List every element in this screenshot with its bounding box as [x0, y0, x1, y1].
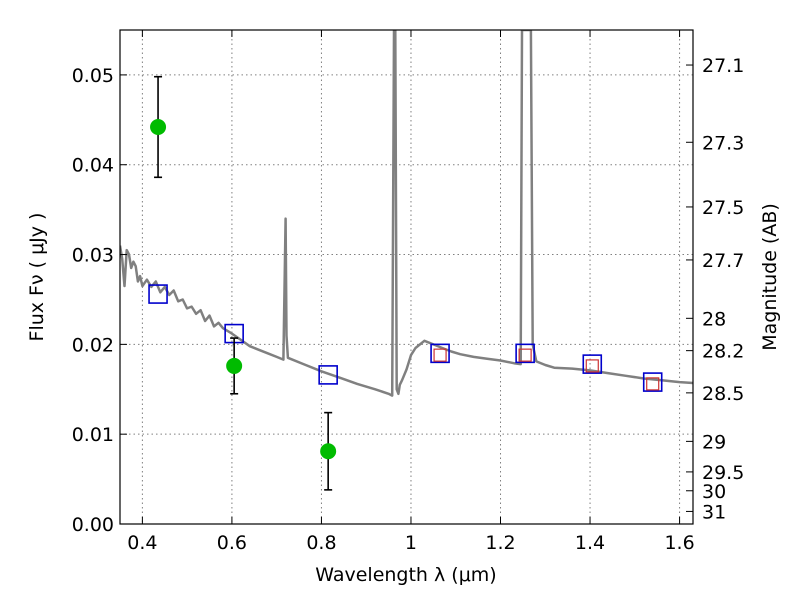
inner-photometry-point — [646, 377, 660, 391]
observed-flux-point — [150, 119, 167, 136]
x-tick-label: 0.4 — [127, 532, 157, 554]
y-tick-label: 0.00 — [72, 514, 114, 536]
x-tick-label: 1.6 — [664, 532, 694, 554]
tick-layer: 0.4 0.6 0.8 1 1.2 1.4 1.6 0.00 0.01 0.02 0.03 0.04 0… — [72, 30, 744, 554]
right-tick-label: 29 — [702, 431, 726, 453]
y-tick-label: 0.04 — [72, 155, 114, 177]
plot-frame — [119, 29, 694, 525]
model-photometry-point — [148, 284, 168, 304]
right-tick-label: 27.5 — [702, 197, 744, 219]
x-axis-label: Wavelength λ (μm) — [315, 564, 496, 586]
inner-photometry-point — [433, 348, 447, 362]
right-axis-label: Magnitude (AB) — [759, 203, 781, 351]
grid-layer — [120, 30, 693, 525]
x-tick-label: 1.2 — [485, 532, 515, 554]
right-tick-label: 27.1 — [702, 55, 744, 77]
y-tick-label: 0.05 — [72, 65, 114, 87]
right-tick-label: 30 — [702, 481, 726, 503]
right-tick-label: 27.7 — [702, 250, 744, 272]
model-photometry-point — [515, 343, 535, 364]
inner-photometry-point — [518, 348, 532, 362]
x-tick-label: 1.4 — [575, 532, 605, 554]
right-tick-label: 31 — [702, 501, 726, 523]
observed-flux-point — [226, 357, 243, 374]
right-tick-label: 28.2 — [702, 341, 744, 363]
model-photometry-point — [642, 372, 663, 392]
x-tick-label: 1 — [405, 532, 417, 554]
y-tick-label: 0.01 — [72, 424, 114, 446]
x-tick-label: 0.8 — [306, 532, 336, 554]
inner-photometry-point — [585, 359, 599, 373]
x-tick-label: 0.6 — [217, 532, 247, 554]
model-photometry-point — [430, 343, 450, 364]
right-tick-label: 29.5 — [702, 462, 744, 484]
model-photometry-point — [318, 365, 338, 385]
observed-flux-point — [320, 443, 337, 460]
y-tick-label: 0.02 — [72, 334, 114, 356]
right-tick-label: 28 — [702, 308, 726, 330]
model-photometry-point — [582, 354, 603, 374]
y-tick-label: 0.03 — [72, 245, 114, 267]
y-axis-label: Flux Fν ( μJy ) — [26, 213, 48, 342]
model-spectrum-line — [120, 30, 693, 397]
data-layer — [120, 30, 693, 491]
right-tick-label: 28.5 — [702, 383, 744, 405]
right-tick-label: 27.3 — [702, 132, 744, 154]
data-group — [120, 30, 693, 491]
